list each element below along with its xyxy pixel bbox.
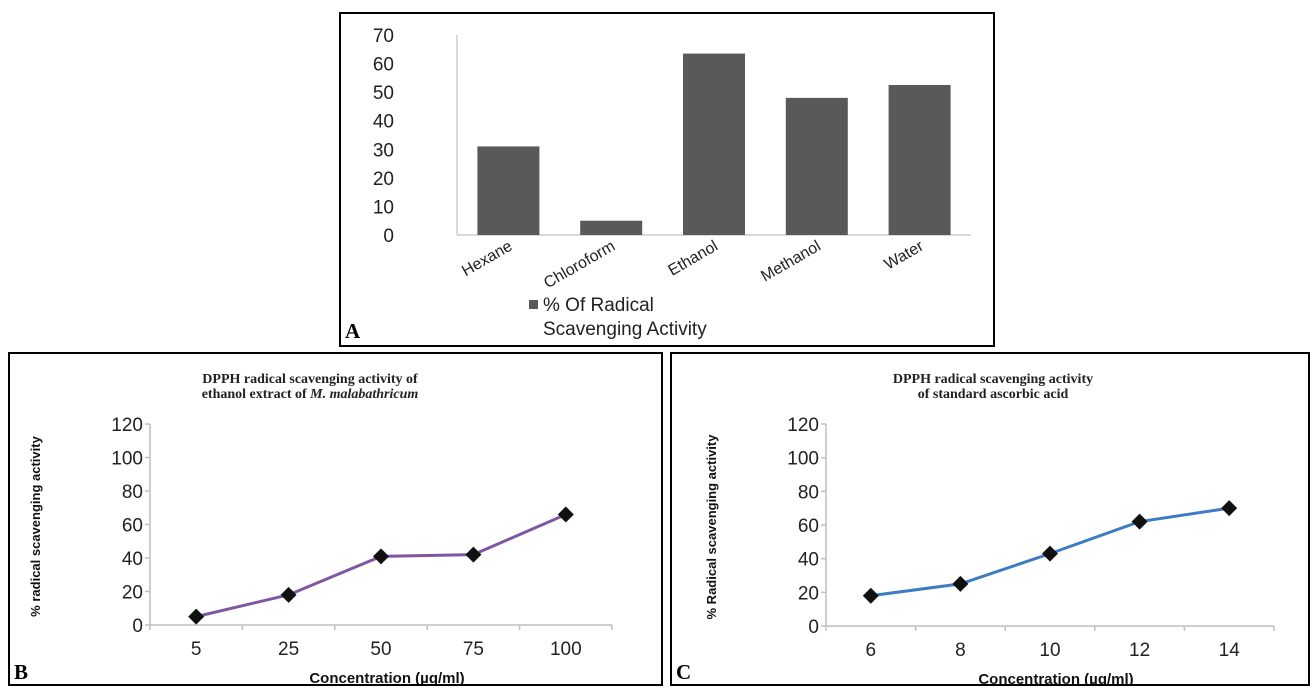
chart-panel-a: 0 10 20 30 40 50 60 70 Hexane Chloroform Ethanol Me… xyxy=(339,12,995,347)
data-point xyxy=(1042,545,1058,562)
chart-title-species: M. malabathricum xyxy=(309,387,418,402)
y-tick-label: 120 xyxy=(787,415,819,436)
y-tick-label: 120 xyxy=(111,415,143,436)
chart-title: DPPH radical scavenging activity of xyxy=(202,372,418,387)
category-label: Chloroform xyxy=(541,238,618,292)
data-point xyxy=(952,575,969,592)
x-tick-label: 75 xyxy=(463,639,484,660)
x-tick-label: 10 xyxy=(1039,640,1060,661)
x-axis-label: Concentration (µg/ml) xyxy=(309,670,464,684)
y-tick-label: 0 xyxy=(132,616,143,637)
data-point xyxy=(373,548,389,565)
y-tick-label: 80 xyxy=(798,482,819,503)
data-point xyxy=(280,586,297,603)
y-tick-label: 0 xyxy=(383,226,394,247)
data-point xyxy=(862,587,879,604)
x-tick-label: 25 xyxy=(278,639,299,660)
category-label: Ethanol xyxy=(666,238,721,280)
series-line xyxy=(195,513,567,619)
y-tick-label: 60 xyxy=(798,516,819,537)
y-axis-label: % radical scavenging activity xyxy=(28,435,43,616)
data-point xyxy=(1131,513,1148,530)
bar xyxy=(888,85,951,235)
chart-title: ethanol extract of M. malabathricum xyxy=(202,387,419,402)
data-point xyxy=(465,546,482,563)
panel-letter-a: A xyxy=(345,319,361,343)
chart-title: of standard ascorbic acid xyxy=(918,387,1069,402)
legend-swatch xyxy=(529,300,538,309)
y-tick-label: 40 xyxy=(373,112,394,133)
y-tick-label: 10 xyxy=(373,197,394,218)
x-tick-label: 5 xyxy=(191,639,202,660)
y-tick-label: 60 xyxy=(122,516,143,537)
y-tick-label: 20 xyxy=(373,169,394,190)
y-tick-label: 30 xyxy=(373,140,394,161)
x-tick-label: 100 xyxy=(550,639,582,660)
y-tick-label: 20 xyxy=(122,583,143,604)
data-point xyxy=(188,608,205,625)
x-tick-label: 50 xyxy=(370,639,391,660)
panel-letter-c: C xyxy=(676,660,692,684)
chart-title: DPPH radical scavenging activity xyxy=(893,372,1093,387)
category-label: Methanol xyxy=(758,238,824,286)
bar xyxy=(683,53,745,236)
y-tick-label: 100 xyxy=(787,449,819,470)
y-tick-label: 20 xyxy=(798,583,819,604)
chart-panel-c: DPPH radical scavenging activity of stand… xyxy=(670,352,1310,686)
y-tick-label: 40 xyxy=(122,549,143,570)
category-label: Hexane xyxy=(459,238,515,280)
legend-label: % Of Radical xyxy=(543,295,654,316)
legend-label: Scavenging Activity xyxy=(543,319,707,340)
y-tick-label: 100 xyxy=(111,449,143,470)
bar xyxy=(580,220,643,235)
y-axis-label: % Radical scavenging activity xyxy=(704,434,719,620)
y-tick-label: 0 xyxy=(808,617,819,638)
x-tick-label: 6 xyxy=(866,640,877,661)
data-point xyxy=(557,506,574,523)
x-tick-label: 12 xyxy=(1129,640,1150,661)
y-tick-label: 80 xyxy=(122,482,143,503)
x-axis-label: Concentration (µg/ml) xyxy=(978,671,1133,684)
data-point xyxy=(1221,500,1238,517)
y-tick-label: 40 xyxy=(798,550,819,571)
category-label: Water xyxy=(882,237,928,273)
y-tick-label: 50 xyxy=(373,83,394,104)
bar-chart-a: 0 10 20 30 40 50 60 70 Hexane Chloroform Ethanol Me… xyxy=(373,26,971,340)
panel-letter-b: B xyxy=(14,660,29,684)
y-tick-label: 70 xyxy=(373,26,394,47)
bar xyxy=(785,97,848,235)
bar xyxy=(477,146,540,235)
y-tick-label: 60 xyxy=(373,55,394,76)
x-tick-label: 8 xyxy=(955,640,966,661)
x-tick-label: 14 xyxy=(1219,640,1241,661)
chart-panel-b: DPPH radical scavenging activity of ethan… xyxy=(8,352,663,686)
line-chart-b: DPPH radical scavenging activity ofethan… xyxy=(28,372,613,684)
